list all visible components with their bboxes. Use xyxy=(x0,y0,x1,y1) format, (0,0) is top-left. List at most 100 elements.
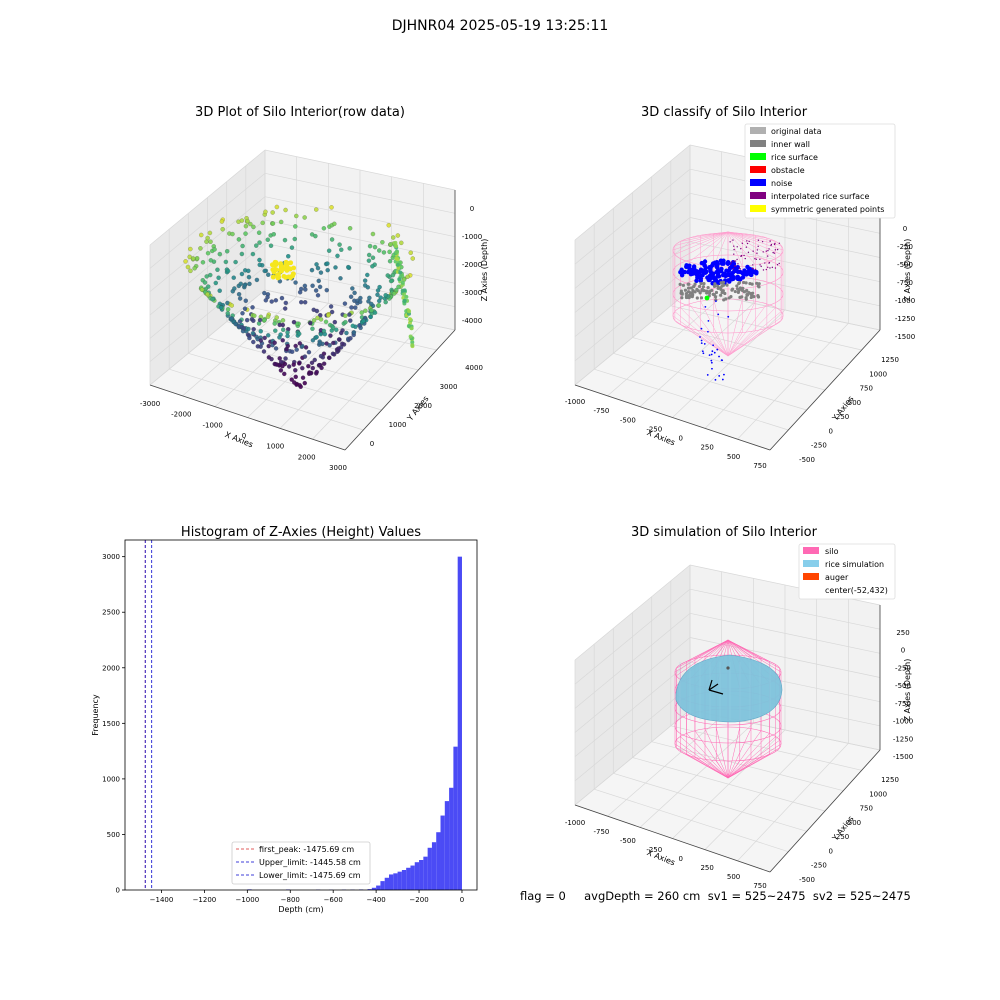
scatter-point xyxy=(224,249,230,254)
histogram-bar xyxy=(397,871,402,890)
y-tick-label: 1000 xyxy=(102,775,120,783)
silo-line xyxy=(727,639,752,657)
silo-line xyxy=(727,733,770,779)
scatter-point xyxy=(278,264,284,269)
inner-wall-point xyxy=(693,282,697,286)
histogram-bar xyxy=(393,873,398,890)
scatter-point xyxy=(270,274,276,280)
scatter-point xyxy=(400,288,405,293)
z-tick-label: -1000 xyxy=(462,233,482,241)
scatter-point xyxy=(358,299,363,305)
scatter-point xyxy=(387,259,393,264)
inner-wall-point xyxy=(736,290,740,294)
silo-line xyxy=(680,231,729,242)
z-axis-label: Z Axies (Depth) xyxy=(903,659,912,722)
silo-line xyxy=(674,743,729,779)
inner-wall-point xyxy=(691,293,695,297)
scatter-point xyxy=(329,205,334,210)
scatter-point xyxy=(240,243,245,249)
noise-point xyxy=(699,336,701,338)
noise-point xyxy=(694,270,699,275)
scatter-point xyxy=(367,295,372,301)
scatter-point xyxy=(202,280,208,285)
silo-line xyxy=(674,231,729,246)
silo-line xyxy=(704,728,729,779)
scatter-point xyxy=(397,277,402,282)
inner-wall-point xyxy=(721,289,725,293)
scatter-point xyxy=(330,325,336,330)
silo-line xyxy=(727,639,780,669)
scatter-point xyxy=(258,329,263,334)
noise-point xyxy=(719,266,724,272)
silo-line xyxy=(727,330,756,357)
scatter-point xyxy=(306,349,312,355)
scatter-point xyxy=(383,293,388,298)
grid-line xyxy=(169,368,364,431)
inner-wall-point xyxy=(680,296,684,300)
noise-point xyxy=(708,354,711,357)
noise-point xyxy=(752,269,757,275)
silo-line xyxy=(727,231,782,246)
histogram-bars xyxy=(247,556,462,890)
inner-wall-point xyxy=(702,288,706,293)
noise-point xyxy=(699,260,705,266)
legend-label: auger xyxy=(825,573,849,582)
inner-wall-point xyxy=(699,282,703,286)
histogram-bar xyxy=(384,877,389,890)
inner-wall-point xyxy=(712,284,717,288)
histogram-bar xyxy=(401,870,407,890)
x-tick-label: −1200 xyxy=(193,896,217,904)
noise-point xyxy=(720,359,723,362)
scatter-point xyxy=(325,261,330,266)
scatter-point xyxy=(310,338,316,343)
x-tick-label: 2000 xyxy=(298,453,316,461)
silo-line xyxy=(727,231,776,259)
silo-line xyxy=(727,307,776,357)
scatter-point xyxy=(282,237,288,243)
noise-point xyxy=(712,344,715,347)
scatter-point xyxy=(250,251,256,257)
inner-wall-point xyxy=(678,282,682,286)
scatter-point xyxy=(292,236,297,242)
scatter-point xyxy=(328,333,333,338)
scatter-point xyxy=(220,227,225,232)
x-tick-label: 750 xyxy=(753,462,766,470)
y-tick-label: 0 xyxy=(116,887,120,895)
scatter-point xyxy=(277,322,282,328)
scatter-point xyxy=(245,218,250,224)
scatter-point xyxy=(365,272,370,278)
x-tick-label: -250 xyxy=(646,846,662,854)
scatter-point xyxy=(406,323,411,328)
inner-wall-point xyxy=(725,283,729,287)
noise-point xyxy=(714,378,717,381)
z-tick-label: 0 xyxy=(470,205,474,213)
legend-swatch xyxy=(750,192,766,199)
z-axis-label: Z Axies (Depth) xyxy=(480,239,489,302)
legend-label: obstacle xyxy=(771,166,805,175)
scatter-points xyxy=(183,204,415,389)
scatter-point xyxy=(398,270,403,275)
scatter-point xyxy=(279,295,285,301)
silo-line xyxy=(676,747,729,779)
interpolated-point xyxy=(759,264,761,266)
legend-box xyxy=(798,543,896,600)
silo-line xyxy=(727,231,782,255)
noise-point xyxy=(701,350,704,353)
plot-histogram: Histogram of Z-Axies (Height) Values −140… xyxy=(91,525,478,914)
inner-wall-point xyxy=(713,282,717,286)
inner-wall-point xyxy=(687,282,691,286)
z-tick-label: -1250 xyxy=(893,735,913,743)
interpolated-point xyxy=(757,239,760,241)
inner-wall-point xyxy=(733,289,737,294)
scatter-point xyxy=(241,326,247,331)
scatter-point xyxy=(266,355,272,360)
scatter-point xyxy=(291,362,296,367)
scatter-point xyxy=(408,250,413,255)
legend-label: inner wall xyxy=(771,140,810,149)
scatter-point xyxy=(297,290,303,295)
noise-point xyxy=(700,327,703,330)
inner-wall-point xyxy=(685,295,689,299)
scatter-point xyxy=(395,233,401,238)
scatter-point xyxy=(410,343,415,348)
interpolated-point xyxy=(757,245,759,248)
